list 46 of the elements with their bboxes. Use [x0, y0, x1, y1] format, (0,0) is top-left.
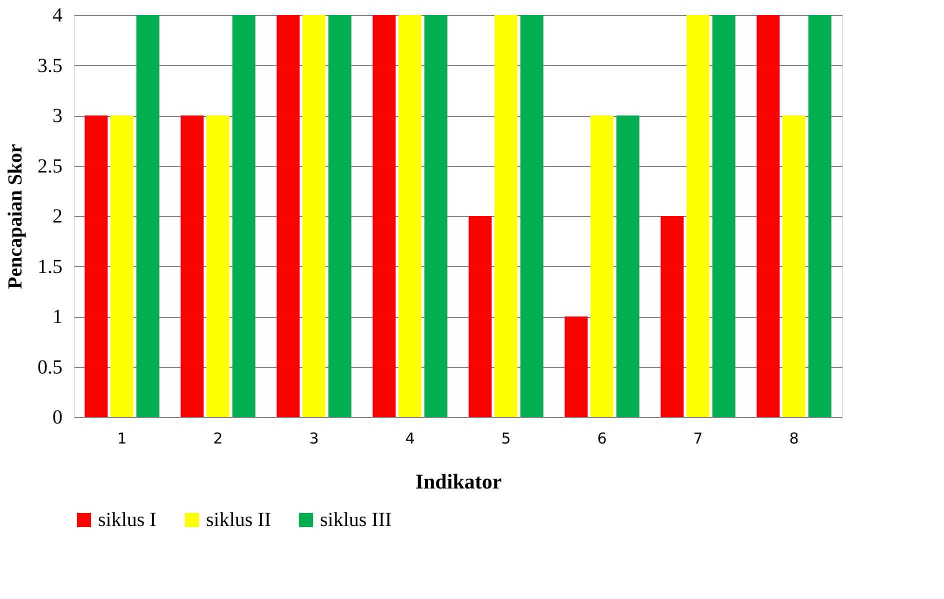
bar: [686, 15, 710, 417]
bar: [328, 15, 352, 417]
bar: [232, 15, 256, 417]
bar: [808, 15, 832, 417]
y-tick-label: 3.5: [38, 54, 62, 77]
legend-label: siklus I: [98, 509, 156, 531]
x-tick-label: 5: [501, 430, 511, 448]
y-tick-label: 0: [52, 406, 62, 428]
x-tick-label: 7: [693, 430, 703, 448]
bar: [660, 216, 684, 417]
bar: [180, 116, 204, 417]
y-axis-title: Pencapaian Skor: [4, 144, 26, 290]
bar: [398, 15, 422, 417]
bar: [468, 216, 492, 417]
bar: [494, 15, 518, 417]
bar: [136, 15, 160, 417]
bar: [206, 116, 230, 417]
bar: [110, 116, 134, 417]
y-tick-label: 2: [52, 206, 62, 228]
y-tick-label: 0.5: [38, 356, 62, 378]
x-tick-label: 6: [597, 430, 607, 448]
bar: [756, 15, 780, 417]
bar: [84, 116, 108, 417]
y-tick-label: 1: [52, 306, 62, 328]
bar: [712, 15, 736, 417]
bar: [302, 15, 326, 417]
bar: [520, 15, 544, 417]
bar: [424, 15, 448, 417]
x-axis-title: Indikator: [415, 470, 502, 494]
x-tick-label: 3: [309, 430, 319, 448]
bar: [276, 15, 300, 417]
y-tick-label: 3: [52, 105, 62, 127]
bar: [564, 316, 588, 417]
bar: [372, 15, 396, 417]
x-tick-label: 1: [117, 430, 127, 448]
x-tick-label: 4: [405, 430, 415, 448]
legend-label: siklus III: [320, 509, 392, 531]
y-tick-label: 4: [52, 4, 62, 26]
x-tick-label: 8: [789, 430, 799, 448]
bar: [590, 116, 614, 417]
legend-label: siklus II: [206, 509, 271, 531]
x-tick-label: 2: [213, 430, 223, 448]
y-tick-label: 2.5: [38, 155, 62, 178]
y-tick-label: 1.5: [38, 256, 62, 278]
bar: [616, 116, 640, 417]
bar: [782, 116, 806, 417]
